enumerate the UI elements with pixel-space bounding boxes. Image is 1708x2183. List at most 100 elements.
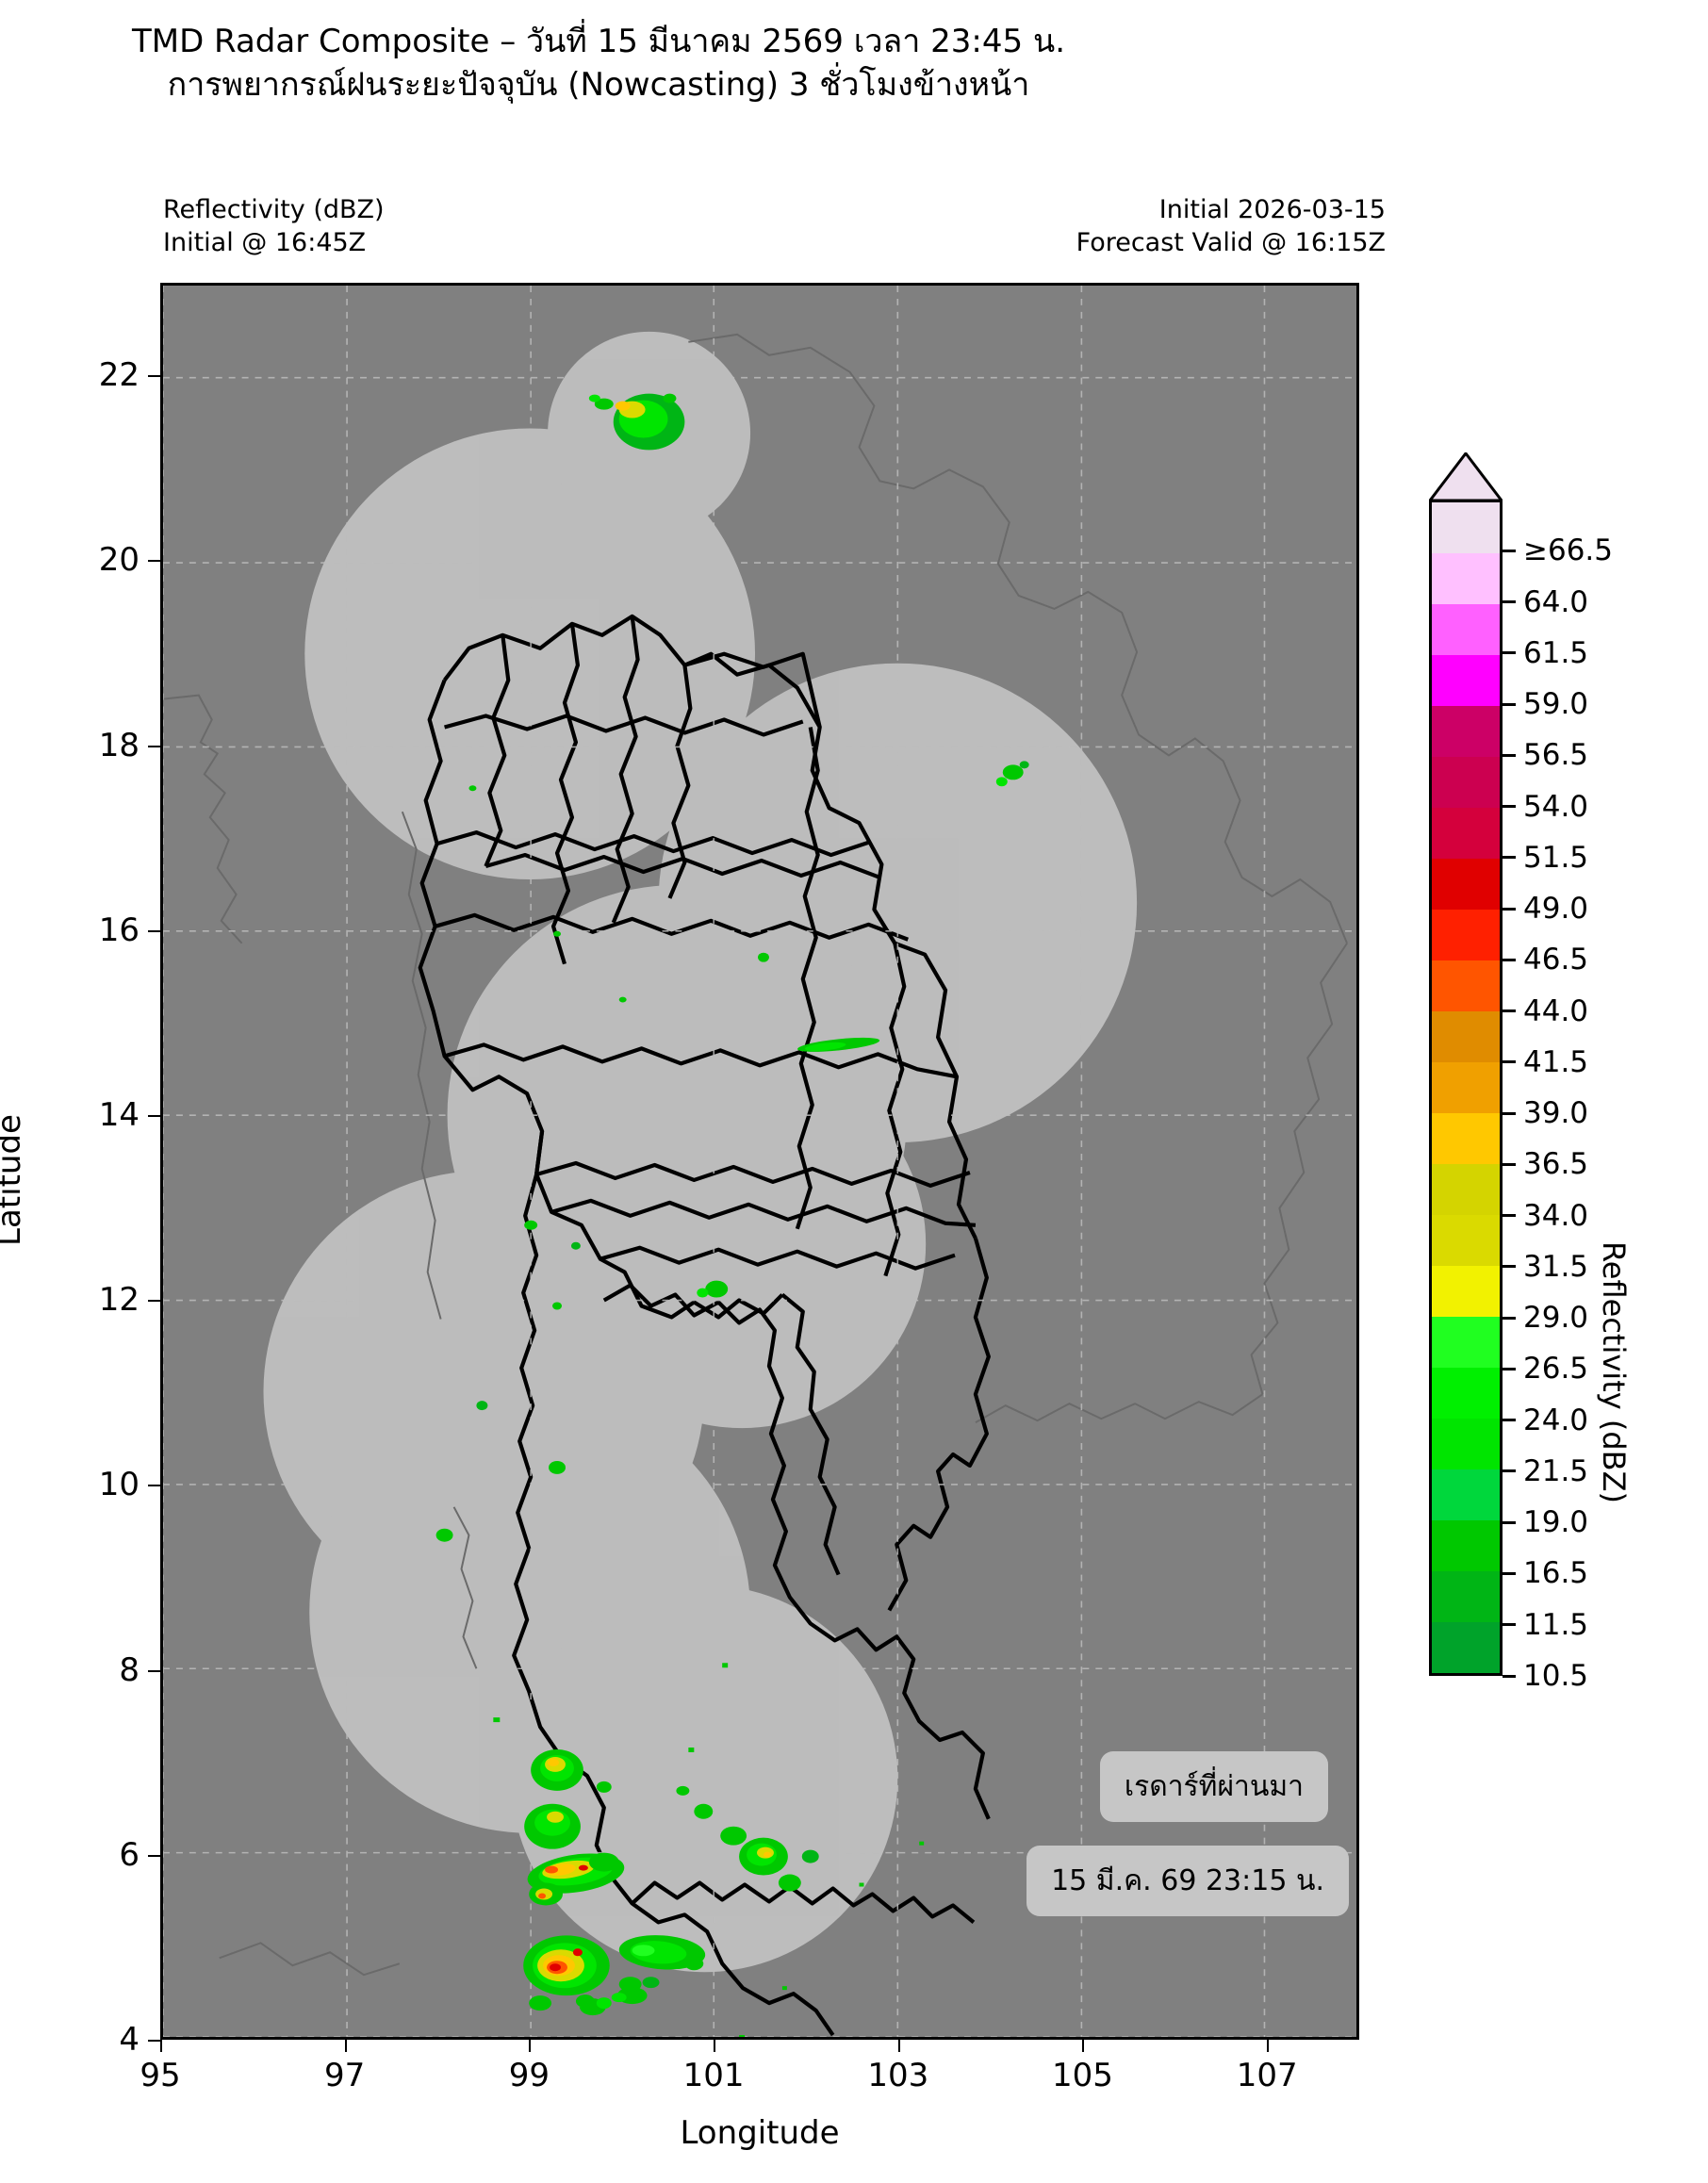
colorbar-segment bbox=[1432, 502, 1500, 553]
colorbar-tick-label: 19.0 bbox=[1523, 1505, 1589, 1540]
y-tick bbox=[148, 1854, 160, 1857]
x-tick-label: 103 bbox=[867, 2057, 929, 2094]
header-right-annotation: Initial 2026-03-15 Forecast Valid @ 16:1… bbox=[726, 194, 1386, 259]
title-line-1: TMD Radar Composite – วันที่ 15 มีนาคม 2… bbox=[131, 23, 1066, 60]
colorbar-tick bbox=[1503, 702, 1516, 706]
y-tick-label: 20 bbox=[98, 541, 140, 580]
colorbar-tick bbox=[1503, 1060, 1516, 1064]
colorbar-segment bbox=[1432, 553, 1500, 604]
x-tick bbox=[344, 2040, 347, 2052]
colorbar-segment bbox=[1432, 1571, 1500, 1622]
colorbar-tick bbox=[1503, 753, 1516, 757]
forecast-valid-label: Forecast Valid @ 16:15Z bbox=[1076, 227, 1386, 257]
colorbar-title: Reflectivity (dBZ) bbox=[1596, 1241, 1632, 1503]
colorbar-tick bbox=[1503, 856, 1516, 860]
y-tick bbox=[148, 1300, 160, 1303]
colorbar-tick-label: 39.0 bbox=[1523, 1096, 1589, 1131]
colorbar-segment bbox=[1432, 859, 1500, 910]
colorbar-segment bbox=[1432, 604, 1500, 655]
colorbar-segment bbox=[1432, 1062, 1500, 1113]
title-line-2: การพยากรณ์ฝนระยะปัจจุบัน (Nowcasting) 3 … bbox=[167, 65, 1030, 104]
y-tick-label: 4 bbox=[119, 2021, 140, 2059]
colorbar-tick-label: 56.5 bbox=[1523, 738, 1589, 773]
province-boundary-layer bbox=[418, 614, 991, 2037]
colorbar-segment bbox=[1432, 1266, 1500, 1317]
x-axis-title: Longitude bbox=[680, 2114, 840, 2152]
figure-title: TMD Radar Composite – วันที่ 15 มีนาคม 2… bbox=[0, 21, 1197, 107]
x-tick-label: 107 bbox=[1236, 2057, 1298, 2094]
colorbar-segment bbox=[1432, 910, 1500, 960]
colorbar-tick-label: 29.0 bbox=[1523, 1301, 1589, 1336]
y-tick-label: 22 bbox=[98, 356, 140, 395]
colorbar-tick-label: 41.5 bbox=[1523, 1044, 1589, 1079]
y-tick bbox=[148, 929, 160, 932]
initial-time-label: Initial @ 16:45Z bbox=[163, 227, 367, 257]
colorbar-segment bbox=[1432, 1368, 1500, 1419]
colorbar-segment bbox=[1432, 960, 1500, 1011]
past-radar-badge: เรดาร์ที่ผ่านมา bbox=[1099, 1751, 1328, 1822]
colorbar-tick-label: 16.5 bbox=[1523, 1556, 1589, 1591]
colorbar-segment bbox=[1432, 1419, 1500, 1469]
colorbar-tick bbox=[1503, 1623, 1516, 1627]
colorbar-tick-label: 44.0 bbox=[1523, 993, 1589, 1028]
radar-echo-layer bbox=[435, 393, 1029, 2037]
colorbar-tick-label: 59.0 bbox=[1523, 687, 1589, 722]
y-tick-label: 12 bbox=[98, 1281, 140, 1320]
colorbar-tick bbox=[1503, 1111, 1516, 1115]
gridline-layer bbox=[163, 286, 1356, 2037]
radar-map-plot: เรดาร์ที่ผ่านมา 15 มี.ค. 69 23:15 น. bbox=[160, 283, 1359, 2040]
colorbar-segment bbox=[1432, 808, 1500, 859]
colorbar-segment bbox=[1432, 706, 1500, 757]
colorbar-segment bbox=[1432, 1164, 1500, 1215]
radar-map-canvas bbox=[163, 286, 1356, 2037]
coastline-layer bbox=[163, 333, 1348, 1977]
colorbar-extend-arrow bbox=[1429, 452, 1503, 501]
colorbar-tick-label: 34.0 bbox=[1523, 1198, 1589, 1233]
colorbar-segment bbox=[1432, 1113, 1500, 1164]
colorbar-tick-label: 61.5 bbox=[1523, 635, 1589, 670]
colorbar-segment bbox=[1432, 1520, 1500, 1571]
y-tick-label: 16 bbox=[98, 911, 140, 949]
colorbar-segment bbox=[1432, 1011, 1500, 1062]
colorbar-tick bbox=[1503, 958, 1516, 961]
y-tick bbox=[148, 745, 160, 747]
colorbar-tick-label: 11.5 bbox=[1523, 1607, 1589, 1642]
header-left-annotation: Reflectivity (dBZ) Initial @ 16:45Z bbox=[163, 194, 385, 259]
colorbar-tick bbox=[1503, 1214, 1516, 1218]
colorbar-tick bbox=[1503, 651, 1516, 655]
y-tick-label: 14 bbox=[98, 1095, 140, 1134]
y-tick-label: 18 bbox=[98, 726, 140, 764]
colorbar-segment bbox=[1432, 1469, 1500, 1520]
colorbar-tick bbox=[1503, 1009, 1516, 1013]
x-tick-label: 97 bbox=[324, 2057, 366, 2094]
colorbar-tick-label: 24.0 bbox=[1523, 1403, 1589, 1437]
colorbar-tick-label: 26.5 bbox=[1523, 1352, 1589, 1387]
initial-date-label: Initial 2026-03-15 bbox=[1158, 195, 1386, 224]
x-tick bbox=[1082, 2040, 1085, 2052]
colorbar-tick bbox=[1503, 1520, 1516, 1524]
colorbar-tick-label: 64.0 bbox=[1523, 584, 1589, 619]
colorbar-tick-label: 54.0 bbox=[1523, 789, 1589, 824]
colorbar-tick bbox=[1503, 549, 1516, 552]
colorbar-segment bbox=[1432, 757, 1500, 808]
y-tick-label: 10 bbox=[98, 1466, 140, 1504]
colorbar-tick-label: 51.5 bbox=[1523, 840, 1589, 875]
x-tick-label: 105 bbox=[1052, 2057, 1113, 2094]
colorbar-tick bbox=[1503, 1265, 1516, 1269]
y-tick bbox=[148, 375, 160, 378]
colorbar-tick bbox=[1503, 1316, 1516, 1320]
colorbar-tick-label: ≥66.5 bbox=[1523, 533, 1613, 568]
colorbar-tick-label: 49.0 bbox=[1523, 892, 1589, 927]
colorbar-tick bbox=[1503, 907, 1516, 911]
colorbar-tick bbox=[1503, 1367, 1516, 1371]
colorbar-tick bbox=[1503, 1674, 1516, 1678]
colorbar-tick-label: 31.5 bbox=[1523, 1249, 1589, 1284]
x-tick-label: 99 bbox=[508, 2057, 550, 2094]
colorbar-tick bbox=[1503, 1469, 1516, 1473]
colorbar-tick bbox=[1503, 1419, 1516, 1422]
colorbar-gradient bbox=[1429, 500, 1503, 1676]
x-tick bbox=[160, 2040, 162, 2052]
y-tick bbox=[148, 1485, 160, 1487]
y-tick-label: 6 bbox=[119, 1835, 140, 1874]
colorbar-tick-label: 21.5 bbox=[1523, 1453, 1589, 1488]
